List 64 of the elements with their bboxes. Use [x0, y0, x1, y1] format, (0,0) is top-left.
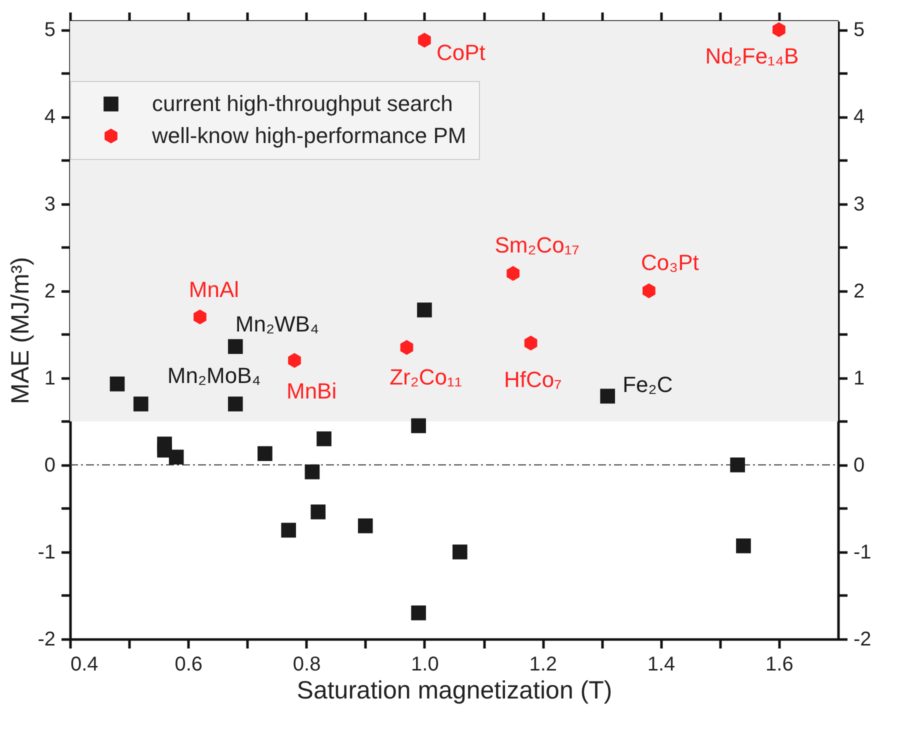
point	[228, 339, 243, 354]
y2-tick-label: 3	[854, 193, 865, 216]
y-axis-title: MAE (MJ/m³)	[6, 256, 35, 404]
x-tick-label: 0.8	[292, 654, 321, 676]
y-tick-label: -1	[38, 541, 56, 564]
legend-label: well-know high-performance PM	[151, 123, 466, 148]
point	[304, 464, 320, 480]
point	[411, 418, 426, 434]
point	[642, 283, 656, 298]
point	[417, 302, 432, 318]
annotation: MnAl	[188, 276, 240, 302]
y-tick-label: 1	[44, 367, 56, 390]
y-tick-label: 2	[44, 280, 56, 302]
point	[228, 396, 243, 412]
point	[524, 336, 538, 350]
point	[288, 353, 301, 368]
x-tick-label: 0.6	[174, 654, 203, 676]
annotation: Fe₂C	[622, 372, 673, 398]
y2-tick-label: -2	[854, 628, 872, 650]
y-tick-label: 0	[44, 454, 56, 476]
x-tick-label: 0.4	[70, 654, 98, 676]
point	[418, 32, 431, 48]
x-tick-label: 1.0	[411, 654, 439, 676]
x-tick-label: 1.2	[529, 654, 558, 676]
point	[411, 605, 426, 620]
annotation: Nd₂Fe₁₄B	[705, 44, 799, 69]
point	[310, 504, 326, 520]
point	[168, 450, 184, 464]
point	[452, 544, 468, 560]
point	[316, 431, 332, 446]
y2-tick-label: -1	[854, 541, 872, 564]
y-tick-label: 4	[44, 106, 56, 128]
legend-label: current high-throughput search	[152, 91, 453, 116]
point	[772, 22, 786, 38]
annotation: CoPt	[436, 40, 486, 66]
y2-tick-label: 5	[854, 19, 865, 42]
point	[258, 446, 272, 462]
annotation: Mn₂WB₄	[235, 312, 319, 337]
point	[194, 310, 206, 324]
annotation: Sm₂Co₁₇	[494, 232, 580, 258]
y2-tick-label: 2	[854, 280, 865, 302]
y-tick-label: 5	[44, 19, 56, 42]
annotation: Mn₂MoB₄	[167, 362, 261, 388]
point	[133, 396, 148, 412]
point	[110, 376, 125, 392]
point	[600, 388, 616, 404]
x-tick-label: 1.6	[766, 654, 794, 676]
annotation: Co₃Pt	[641, 250, 699, 275]
y2-tick-label: 4	[854, 106, 865, 128]
point	[736, 538, 751, 554]
point	[400, 340, 414, 355]
point	[281, 522, 296, 538]
x-axis-title: Saturation magnetization (T)	[296, 676, 612, 704]
x-tick-label: 1.4	[647, 654, 676, 676]
y-tick-label: 3	[44, 193, 56, 216]
point	[358, 518, 373, 534]
point	[506, 266, 520, 281]
annotation: MnBi	[286, 378, 337, 404]
y2-tick-label: 1	[854, 367, 865, 390]
annotation: Zr₂Co₁₁	[390, 364, 462, 390]
point	[730, 458, 745, 472]
y-tick-label: -2	[38, 628, 56, 650]
annotation: HfCo₇	[504, 367, 562, 392]
y2-tick-label: 0	[854, 454, 865, 476]
